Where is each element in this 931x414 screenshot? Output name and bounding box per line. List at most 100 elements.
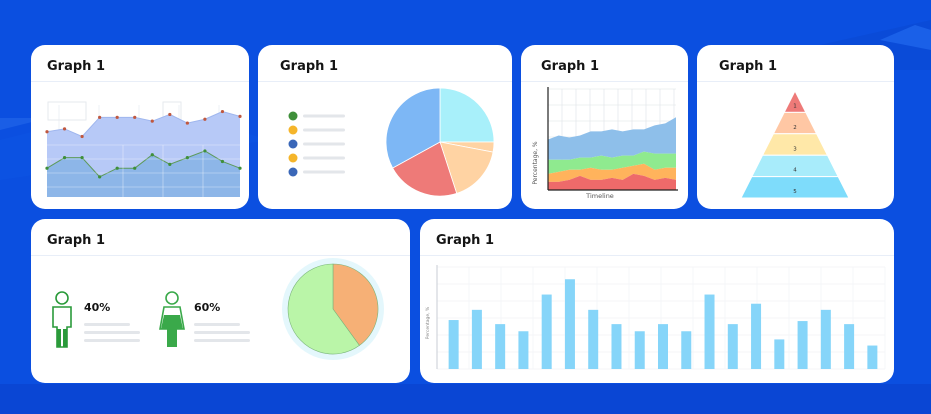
pyramid-level-label: 5 [793,189,797,195]
data-point-upper [133,115,137,119]
card-title: Graph 1 [47,233,105,248]
female-percent: 60% [194,301,220,314]
text-placeholder-line [84,323,130,326]
gender-donut-chart: 40% 60% [52,258,384,360]
x-axis-label: Timeline [585,192,614,200]
card-pie-chart: Graph 1 [258,45,512,209]
data-point-upper [203,117,207,121]
pyramid-chart: 1 2 3 4 5 [740,89,850,199]
text-placeholder-line [194,339,250,342]
card-title: Graph 1 [436,233,494,248]
bar [704,294,715,369]
bar [681,331,692,369]
bar [611,324,622,369]
stacked-area-layer [548,173,676,190]
card-divider [31,81,249,82]
pyramid-level-label: 1 [793,104,797,110]
data-point-lower [133,166,137,170]
stacked-area-chart: Percentage, % Timeline [532,87,678,200]
bar [797,321,808,369]
card-divider [420,255,894,256]
legend-placeholder-line [303,128,345,132]
card-divider [258,81,512,82]
text-placeholder-line [84,331,140,334]
data-point-upper [98,115,102,119]
text-placeholder-line [194,323,240,326]
legend-marker [288,153,298,163]
bar [471,309,482,369]
bar [495,324,506,369]
data-point-upper [168,112,172,117]
pie-slice [439,141,494,194]
stacked-area-layer [548,117,676,160]
female-figure-icon [159,291,185,347]
stacked-area-layer [548,163,676,182]
data-point-upper [238,114,242,118]
card-title: Graph 1 [280,59,338,74]
y-axis-label: Percentage, % [425,306,431,339]
bar [658,324,668,369]
data-point-lower [168,162,172,166]
card-pyramid-chart: Graph 1 1 2 3 4 5 [697,45,894,209]
data-point-upper [80,134,84,139]
data-point-lower [238,166,242,170]
bar [844,324,855,369]
card-area-line-chart: Graph 1 [31,45,249,209]
bar [448,320,459,369]
data-point-lower [185,156,189,160]
data-point-upper [45,130,49,134]
data-point-upper [115,115,119,119]
card-title: Graph 1 [541,59,599,74]
pie-slice [332,263,379,346]
data-point-lower [80,156,84,160]
data-point-lower [220,159,225,164]
data-point-lower [45,166,49,170]
data-point-lower [98,175,102,179]
card-bar-chart: Graph 1 Percentage, % [420,219,894,383]
bar [518,331,529,369]
bar [727,324,738,369]
legend-marker [288,111,298,121]
series-line-lower [46,150,241,178]
card-divider [521,81,688,82]
bar [751,303,762,369]
bar [541,294,552,369]
pyramid-level-label: 2 [793,125,797,131]
data-point-upper [62,127,67,131]
stacked-area-layer [548,151,676,174]
y-axis-label: Percentage, % [532,141,539,185]
card-title: Graph 1 [719,59,777,74]
bar [820,309,831,369]
bar [634,331,645,369]
card-gender-donut-chart: Graph 1 40% 60% [31,219,410,383]
card-divider [31,255,410,256]
data-point-upper [220,109,225,114]
area-series-lower [47,150,240,197]
legend-placeholder-line [303,156,345,160]
data-point-lower [115,166,119,170]
area-line-chart [45,101,242,197]
bar-chart: Percentage, % [425,265,886,370]
bar [564,279,575,369]
bar [588,309,599,369]
series-line-upper [46,111,241,138]
pie-chart [288,87,495,197]
pie-slice [287,263,360,355]
grid-box [47,101,87,121]
card-stacked-area-chart: Graph 1 Percentage, % Timeline [521,45,688,209]
text-placeholder-line [84,339,140,342]
legend-marker [288,125,298,135]
card-title: Graph 1 [47,59,105,74]
legend-placeholder-line [303,170,345,174]
legend-placeholder-line [303,114,345,118]
card-divider [697,81,894,82]
pyramid-level-label: 4 [793,168,797,174]
male-percent: 40% [84,301,110,314]
pyramid-level-label: 3 [793,146,797,152]
bar [774,339,785,369]
data-point-lower [62,156,67,160]
pyramid-level [740,176,850,199]
legend-marker [288,139,298,149]
pie-slice [392,141,458,197]
data-point-lower [203,149,207,153]
